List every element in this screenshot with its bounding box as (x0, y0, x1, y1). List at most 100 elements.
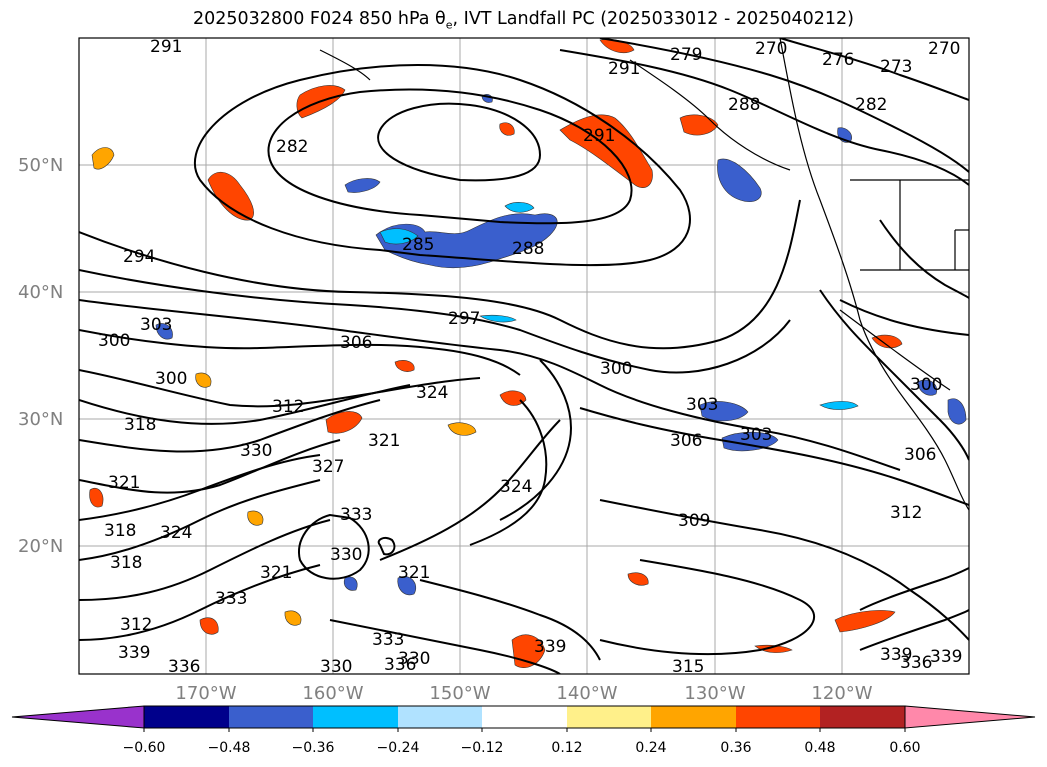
ivt-negative-region (947, 398, 967, 425)
contour-label: 321 (368, 431, 400, 451)
colorbar-segment (398, 706, 482, 728)
theta-e-contours (79, 38, 969, 674)
ivt-positive-region (754, 644, 793, 653)
contour-label: 312 (272, 397, 304, 417)
contour-label: 321 (108, 473, 140, 493)
contour-label: 270 (928, 39, 960, 59)
lon-label: 120°W (811, 683, 872, 704)
map-panel (78, 37, 970, 675)
contour-label: 300 (98, 331, 130, 351)
lat-label: 30°N (18, 409, 63, 430)
contour-label: 306 (340, 333, 372, 353)
ivt-positive-region (199, 617, 219, 635)
ivt-positive-region (447, 422, 477, 436)
ivt-positive-region (834, 610, 896, 633)
contour-label: 324 (500, 477, 532, 497)
contour-label: 324 (160, 523, 192, 543)
latitude-labels: 50°N 40°N 30°N 20°N (18, 155, 63, 557)
ivt-negative-region (917, 379, 938, 396)
contour-label: 285 (402, 235, 434, 255)
contour-label: 279 (670, 45, 702, 65)
colorbar-tick-label: 0.36 (720, 740, 751, 756)
lat-label: 20°N (18, 536, 63, 557)
contour-label: 324 (416, 383, 448, 403)
lat-label: 50°N (18, 155, 63, 176)
colorbar-extend-left (11, 705, 145, 729)
ivt-negative-region (699, 401, 749, 422)
contour-label: 291 (583, 126, 615, 146)
ivt-negative-region (155, 323, 173, 340)
contour-label: 312 (120, 615, 152, 635)
contour-label: 339 (880, 645, 912, 665)
lon-label: 170°W (175, 683, 236, 704)
ivt-positive-region (559, 114, 653, 189)
colorbar-tick-label: 0.48 (804, 740, 835, 756)
contour-label: 321 (398, 563, 430, 583)
ivt-positive-region (627, 572, 649, 586)
contour-label: 336 (384, 655, 416, 675)
contour-label: 339 (534, 637, 566, 657)
ivt-negative-region (717, 158, 762, 202)
colorbar-tick-label: 0.24 (635, 740, 666, 756)
ivt-positive-region (195, 372, 212, 388)
ivt-positive-region (325, 411, 363, 434)
ivt-positive-region (499, 122, 515, 136)
longitude-labels: 170°W 160°W 150°W 140°W 130°W 120°W (175, 683, 872, 704)
contour-label: 318 (110, 553, 142, 573)
lon-label: 140°W (556, 683, 617, 704)
contour-label: 300 (155, 369, 187, 389)
contour-label: 282 (855, 95, 887, 115)
ivt-positive-region (499, 390, 527, 406)
colorbar-segment (651, 706, 736, 728)
colorbar-tick-label: 0.12 (551, 740, 582, 756)
colorbar-outline (143, 705, 906, 729)
colorbar-tick-label: −0.60 (123, 740, 166, 756)
contour-label: 291 (150, 37, 182, 57)
ivt-positive-region (207, 172, 254, 221)
colorbar-extend-right (904, 705, 1036, 729)
contour-label: 327 (312, 457, 344, 477)
ivt-negative-region (344, 178, 381, 193)
contour-label: 321 (260, 563, 292, 583)
ivt-shading (89, 39, 967, 669)
colorbar-segment (313, 706, 398, 728)
ivt-negative-region (479, 314, 517, 323)
colorbar-tick-label: −0.48 (208, 740, 251, 756)
contour-label: 270 (755, 39, 787, 59)
colorbar-segment (820, 706, 905, 728)
contour-label: 309 (678, 511, 710, 531)
contour-label: 306 (904, 445, 936, 465)
contour-label: 339 (930, 647, 962, 667)
contour-label: 294 (123, 247, 155, 267)
contour-label: 318 (104, 521, 136, 541)
ivt-positive-region (871, 334, 903, 349)
colorbar-tick-label: −0.12 (461, 740, 504, 756)
map-frame (78, 37, 970, 675)
ivt-negative-region (379, 228, 419, 245)
contour-label: 336 (168, 657, 200, 677)
colorbar-tick-label: 0.60 (889, 740, 920, 756)
map-title: 2025032800 F024 850 hPa θe, IVT Landfall… (192, 9, 854, 32)
contour-label: 333 (372, 630, 404, 650)
ivt-negative-region (343, 576, 358, 591)
lon-label: 160°W (302, 683, 363, 704)
colorbar-ticks (143, 728, 906, 732)
ivt-positive-region (284, 610, 302, 626)
contour-label: 339 (118, 643, 150, 663)
ivt-positive-region (247, 510, 264, 526)
ivt-negative-region (397, 576, 417, 596)
contour-label: 273 (880, 57, 912, 77)
colorbar-segment (736, 706, 820, 728)
colorbar-segment (567, 706, 651, 728)
contour-label: 276 (822, 50, 854, 70)
contour-label: 330 (240, 441, 272, 461)
contour-label: 300 (600, 359, 632, 379)
contour-label: 288 (512, 239, 544, 259)
contour-label: 306 (670, 431, 702, 451)
contour-label: 330 (320, 657, 352, 677)
ivt-positive-region (91, 147, 115, 170)
contour-label: 318 (124, 415, 156, 435)
coastlines (319, 38, 969, 511)
contour-label: 336 (900, 653, 932, 673)
